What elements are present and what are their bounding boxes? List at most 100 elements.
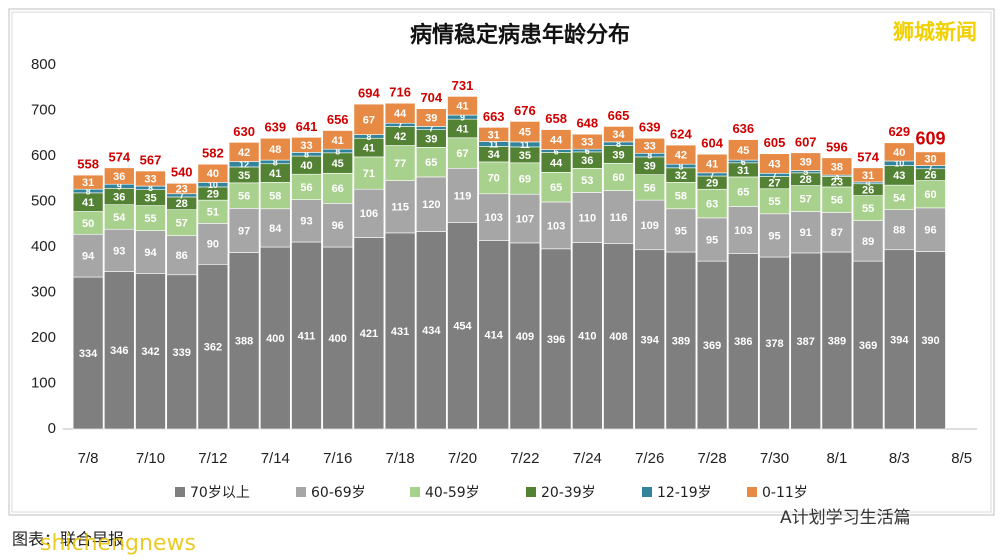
watermark: 狮城新闻 (893, 20, 977, 44)
data-label: 109 (641, 220, 659, 232)
bar-segment (759, 153, 790, 174)
data-label: 41 (82, 197, 94, 209)
bar-segment (790, 211, 821, 254)
data-label: 35 (519, 150, 531, 162)
bar-segment (447, 222, 478, 430)
y-tick-label: 200 (31, 329, 56, 346)
data-label: 31 (82, 177, 94, 189)
data-label: 56 (238, 190, 250, 202)
data-label: 94 (144, 247, 157, 259)
bar-segment (166, 209, 197, 236)
bar-segment (478, 193, 509, 241)
bar-segment (291, 199, 322, 243)
total-label: 567 (140, 152, 162, 167)
total-label: 605 (764, 135, 786, 150)
data-label: 400 (329, 333, 347, 345)
total-label: 663 (483, 109, 505, 124)
data-label: 34 (612, 129, 625, 141)
total-label: 648 (576, 116, 598, 131)
data-label: 45 (519, 127, 531, 139)
data-label: 44 (394, 108, 407, 120)
bar-segment (135, 170, 166, 187)
data-label: 11 (520, 140, 530, 150)
data-label: 103 (547, 220, 565, 232)
data-label: 56 (831, 195, 843, 207)
footer-watermark: shichengnews (40, 531, 196, 556)
data-label: 66 (332, 183, 344, 195)
bar-segment (665, 208, 697, 253)
data-label: 10 (894, 159, 904, 169)
total-label: 639 (264, 120, 286, 135)
data-label: 97 (238, 225, 250, 237)
bar-segment (322, 130, 353, 150)
data-label: 94 (82, 251, 95, 263)
x-tick-label: 7/26 (635, 450, 664, 467)
data-label: 103 (485, 212, 503, 224)
legend-label: 0-11岁 (762, 485, 808, 501)
data-label: 389 (828, 335, 846, 347)
chart-frame-inner (11, 11, 992, 513)
data-label: 3 (834, 171, 839, 181)
legend-label: 12-19岁 (657, 485, 712, 501)
bar-segment (384, 102, 416, 124)
bar-segment (728, 206, 759, 254)
bar-segment (915, 180, 946, 209)
total-label: 574 (857, 149, 879, 164)
data-label: 71 (363, 168, 375, 180)
data-label: 36 (581, 155, 593, 167)
bar-segment (915, 207, 946, 252)
bar-segment (634, 137, 665, 154)
total-label: 624 (670, 127, 692, 142)
bar-segment (135, 273, 166, 430)
x-tick-label: 7/8 (78, 450, 99, 467)
total-label: 636 (732, 121, 754, 136)
bar-segment (353, 103, 385, 135)
bar-segment (634, 199, 665, 251)
legend-label: 60-69岁 (311, 485, 366, 501)
data-label: 378 (765, 338, 783, 350)
legend-swatch (175, 487, 185, 497)
data-label: 8 (678, 161, 683, 171)
data-label: 55 (144, 213, 156, 225)
data-label: 400 (266, 333, 284, 345)
total-label: 604 (701, 136, 723, 151)
y-tick-label: 300 (31, 283, 56, 300)
data-label: 389 (672, 335, 690, 347)
bar-segment (260, 208, 291, 248)
bar-segment (509, 162, 541, 195)
bar-segment (104, 271, 135, 430)
data-label: 58 (675, 190, 687, 202)
data-label: 339 (173, 347, 191, 359)
data-label: 411 (298, 330, 316, 342)
y-tick-label: 100 (31, 374, 56, 391)
y-tick-label: 500 (31, 192, 56, 209)
bar-segment (384, 145, 416, 181)
data-label: 103 (734, 225, 752, 237)
legend-swatch (747, 487, 757, 497)
bar-segment (603, 126, 634, 143)
data-label: 8 (304, 150, 309, 160)
data-label: 29 (207, 188, 219, 200)
bar-segment (759, 188, 790, 215)
data-label: 39 (800, 157, 812, 169)
bar-segment (852, 167, 884, 183)
total-label: 558 (77, 157, 99, 172)
data-label: 65 (550, 182, 562, 194)
data-label: 454 (453, 321, 472, 333)
bar-segment (291, 173, 322, 200)
data-label: 36 (113, 171, 125, 183)
bar-segment (478, 127, 509, 142)
total-label: 704 (420, 90, 442, 105)
data-label: 369 (703, 340, 721, 352)
data-label: 39 (644, 161, 656, 173)
data-label: 409 (516, 331, 534, 343)
data-label: 39 (612, 149, 624, 161)
data-label: 8 (616, 139, 621, 149)
bar-segment (572, 167, 603, 193)
data-label: 39 (425, 112, 437, 124)
bar-segment (104, 228, 135, 272)
data-label: 33 (581, 137, 593, 149)
bar-segment (728, 139, 759, 161)
data-label: 88 (893, 225, 905, 237)
bar-segment (665, 182, 697, 210)
